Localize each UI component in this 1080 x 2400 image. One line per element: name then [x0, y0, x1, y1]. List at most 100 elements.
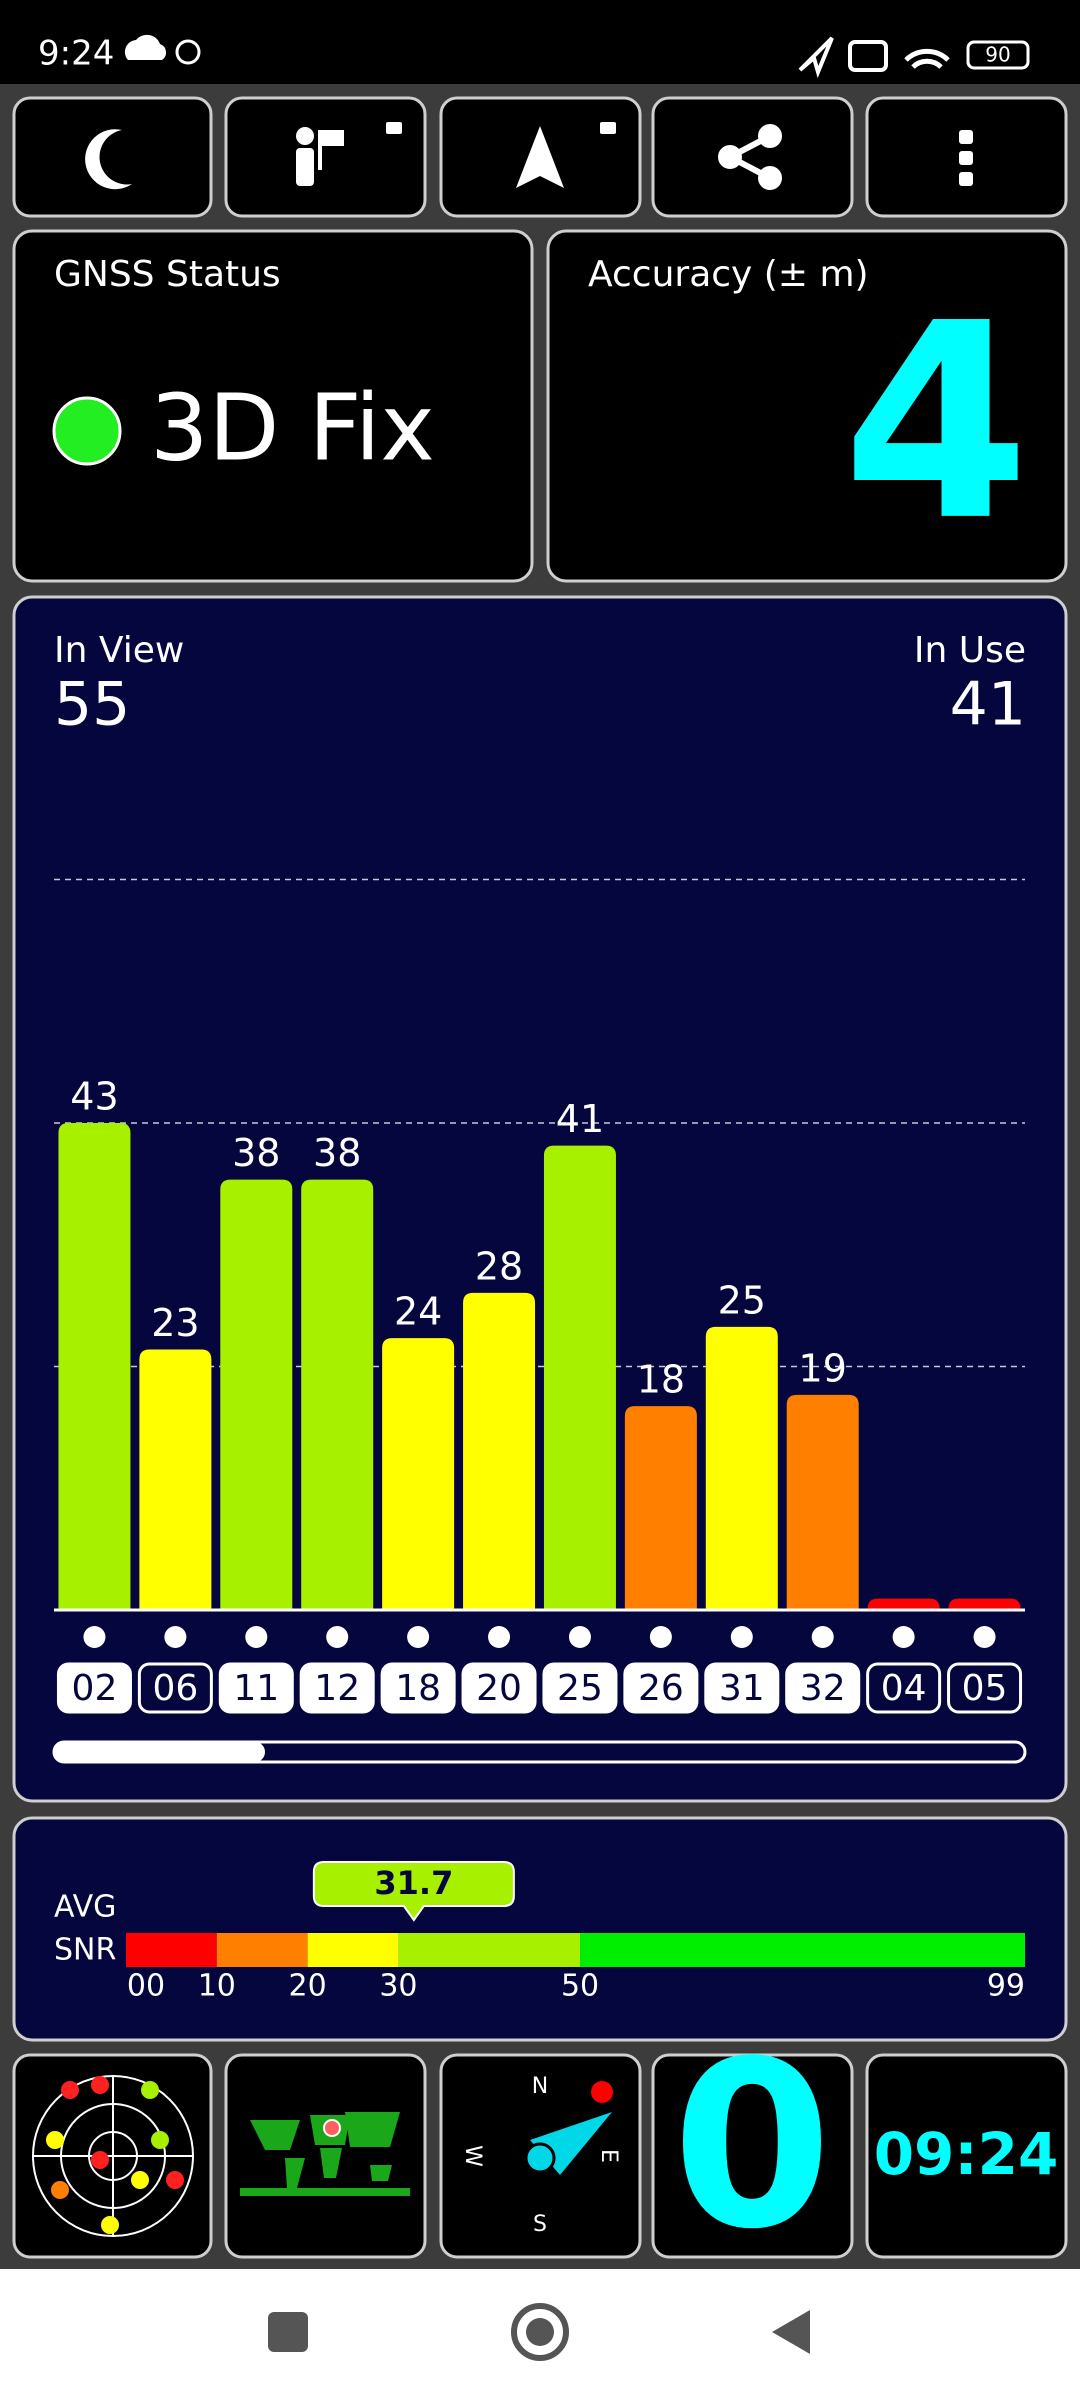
- accuracy-panel: [546, 229, 1068, 583]
- sky-satellites: [46, 2076, 184, 2234]
- bar: [624, 1406, 697, 1610]
- satellite-box: [380, 1662, 456, 1714]
- value-label: 25: [718, 1278, 766, 1322]
- home-button[interactable]: [511, 2303, 569, 2361]
- x-tick-label: 11: [233, 1668, 279, 1709]
- satellite-box: [704, 1662, 780, 1714]
- satellite-box: [785, 1662, 861, 1714]
- status-bar: [0, 0, 1080, 84]
- satellite-dot: [892, 1626, 915, 1648]
- snr-label-snr: SNR: [54, 1933, 116, 1968]
- sim-icon: [848, 40, 888, 72]
- bar: [220, 1179, 293, 1610]
- compass-s: S: [533, 2212, 547, 2237]
- snr-tick-label: 99: [987, 1969, 1025, 2004]
- snr-tick-label: 30: [379, 1969, 417, 2004]
- x-tick-label: 12: [314, 1668, 360, 1709]
- satellite-box: [461, 1662, 537, 1714]
- in-view-label: In View: [54, 630, 184, 671]
- battery-icon: [966, 40, 1030, 70]
- x-tick-label: 18: [395, 1668, 441, 1709]
- toolbar: [12, 96, 1068, 218]
- bar: [867, 1598, 940, 1610]
- bar: [948, 1598, 1021, 1610]
- snr-band: [580, 1933, 1025, 1967]
- satellite-box: [866, 1662, 942, 1714]
- satellite-box: [218, 1662, 294, 1714]
- map-ground: [240, 2188, 410, 2196]
- value-label: 43: [70, 1075, 118, 1119]
- wifi-icon: [904, 48, 950, 69]
- x-tick-label: 20: [476, 1668, 522, 1709]
- sky-plot: [32, 2075, 194, 2237]
- snr-band: [126, 1933, 217, 1967]
- share-button[interactable]: [651, 96, 854, 218]
- snr-tick-label: 00: [127, 1969, 165, 2004]
- bar: [705, 1326, 778, 1610]
- snr-scale: 00 10 20 30 50 99 31.7: [126, 1861, 1025, 2004]
- satellite-dot: [488, 1626, 511, 1648]
- clock-value: 09:24: [874, 2120, 1059, 2188]
- snr-band: [307, 1933, 399, 1967]
- x-tick-label: 04: [881, 1668, 927, 1709]
- speed-value: 0: [672, 2013, 832, 2280]
- x-tick-label: 06: [152, 1668, 198, 1709]
- satellite-box: [947, 1662, 1023, 1714]
- x-tick-label: 25: [557, 1668, 603, 1709]
- snr-tick-label: 10: [198, 1969, 236, 2004]
- satellite-dot: [326, 1626, 349, 1648]
- satellite-box: [623, 1662, 699, 1714]
- bar: [382, 1338, 455, 1610]
- bar: [139, 1349, 212, 1610]
- bar: [463, 1292, 536, 1610]
- satellite-dot: [83, 1626, 106, 1648]
- recents-button[interactable]: [268, 2312, 308, 2352]
- value-label: 24: [394, 1290, 442, 1334]
- fix-indicator: [52, 396, 122, 466]
- menu-icon: [959, 130, 973, 186]
- signal-chart: 43 02 23 06 38 11 38 12 24 18 28 20 41 25 18 26 25 31 19 32…: [54, 878, 1025, 1714]
- battery-level: 90: [985, 43, 1010, 67]
- bar: [301, 1179, 374, 1610]
- share-icon: [718, 124, 782, 190]
- snr-panel: [12, 1816, 1068, 2042]
- bar: [58, 1123, 131, 1610]
- x-tick-label: 32: [800, 1668, 846, 1709]
- satellite-dot: [730, 1626, 753, 1648]
- in-view-value: 55: [54, 670, 130, 740]
- lock-button[interactable]: [224, 96, 427, 218]
- status-icon: [175, 39, 201, 65]
- gnss-panel: [12, 229, 534, 583]
- satellite-dot: [407, 1626, 430, 1648]
- satellite-box: [56, 1662, 132, 1714]
- arrow-icon: [516, 126, 564, 188]
- moon-icon: [85, 129, 132, 190]
- in-use-value: 41: [950, 670, 1026, 740]
- compass-marker: [591, 2081, 613, 2103]
- bottom-tiles: N E S W 0 09:24: [12, 2013, 1068, 2280]
- satellite-dot: [811, 1626, 834, 1648]
- world-map: [250, 2112, 400, 2188]
- back-button[interactable]: [772, 2310, 810, 2354]
- x-tick-label: 26: [638, 1668, 684, 1709]
- compass-center: [524, 2142, 556, 2174]
- value-label: 38: [232, 1131, 280, 1175]
- compass-w: W: [460, 2145, 485, 2167]
- scrollbar-thumb[interactable]: [54, 1742, 265, 1762]
- compass-e: E: [596, 2149, 621, 2163]
- clock-tile[interactable]: [865, 2053, 1068, 2259]
- snr-band: [398, 1933, 581, 1967]
- compass-n: N: [532, 2074, 548, 2099]
- x-tick-label: 05: [962, 1668, 1008, 1709]
- speed-tile[interactable]: [651, 2053, 854, 2259]
- snr-band: [216, 1933, 308, 1967]
- person-icon: [296, 122, 402, 186]
- bar: [543, 1145, 616, 1610]
- chart-panel: [12, 595, 1068, 1803]
- x-tick-label: 02: [72, 1668, 118, 1709]
- in-use-label: In Use: [914, 630, 1026, 671]
- night-mode-button[interactable]: [12, 96, 213, 218]
- value-label: 28: [475, 1244, 523, 1288]
- value-label: 23: [151, 1301, 199, 1345]
